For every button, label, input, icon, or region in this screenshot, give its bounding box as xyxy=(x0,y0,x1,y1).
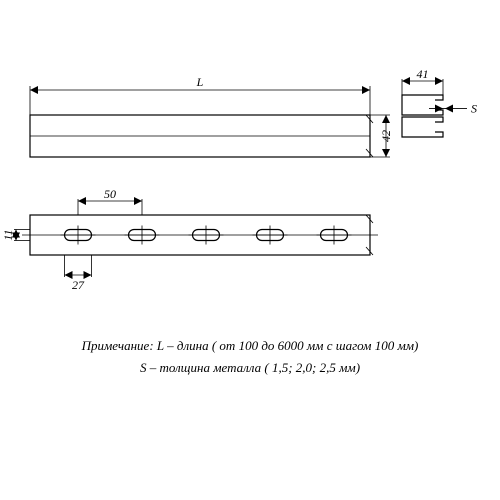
svg-text:42: 42 xyxy=(379,130,393,142)
svg-text:11: 11 xyxy=(1,229,15,240)
svg-text:50: 50 xyxy=(104,187,116,201)
svg-text:Примечание: L – длина ( от 100: Примечание: L – длина ( от 100 до 6000 м… xyxy=(81,338,419,353)
svg-text:S – толщина металла ( 1,5; 2,0: S – толщина металла ( 1,5; 2,0; 2,5 мм) xyxy=(140,360,360,375)
svg-text:27: 27 xyxy=(72,278,85,292)
svg-text:S: S xyxy=(471,101,477,115)
svg-text:41: 41 xyxy=(417,67,429,81)
svg-text:L: L xyxy=(196,75,204,89)
